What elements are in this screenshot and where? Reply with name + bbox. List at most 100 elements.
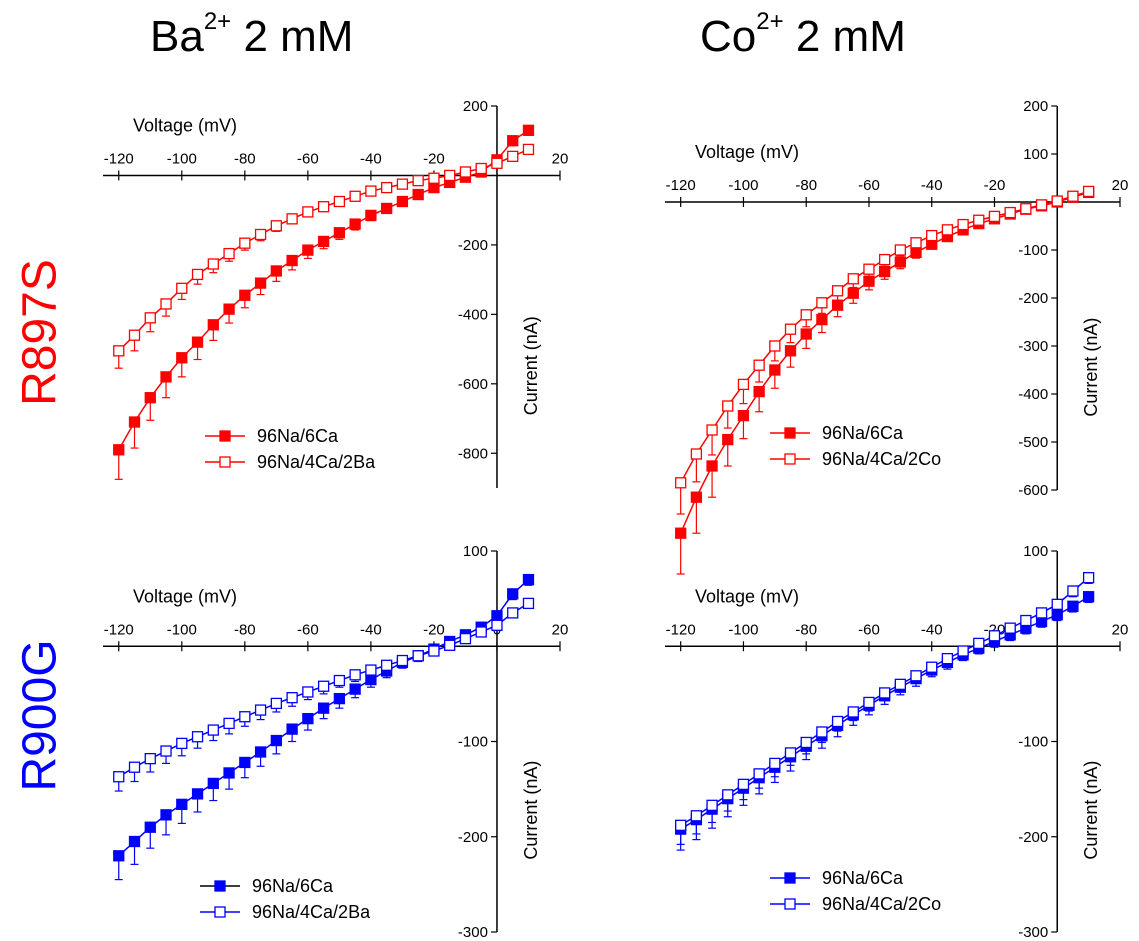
data-point — [706, 460, 718, 472]
data-point — [894, 256, 906, 268]
data-point — [1051, 598, 1063, 610]
legend-label: 96Na/6Ca — [822, 423, 904, 443]
legend-marker — [214, 906, 226, 918]
data-point — [270, 220, 282, 232]
legend-label: 96Na/6Ca — [822, 868, 904, 888]
x-axis-title: Voltage (mV) — [133, 586, 237, 606]
data-point — [522, 573, 535, 586]
data-point — [1035, 607, 1048, 619]
data-point — [753, 385, 765, 398]
x-tick-label: 20 — [1112, 621, 1129, 638]
y-tick-label: -100 — [1018, 734, 1048, 751]
data-point — [286, 213, 298, 225]
data-point — [926, 229, 938, 242]
data-point — [507, 588, 519, 600]
chart-panel-2: -120-100-80-60-40-20020-300-200-100100Vo… — [103, 543, 568, 941]
x-tick-label: 20 — [1112, 177, 1129, 194]
data-point — [973, 214, 985, 226]
data-point — [207, 777, 219, 790]
data-point — [831, 285, 844, 297]
y-tick-label: -300 — [1018, 338, 1048, 355]
data-point — [800, 328, 812, 340]
data-point — [191, 731, 204, 743]
data-point — [381, 202, 393, 215]
x-axis-title: Voltage (mV) — [695, 142, 799, 162]
x-tick-label: -60 — [858, 177, 880, 194]
data-point — [831, 299, 844, 311]
data-point — [459, 632, 472, 645]
data-point — [941, 224, 954, 236]
data-point — [207, 319, 219, 331]
data-point — [863, 696, 875, 709]
data-point — [800, 309, 812, 321]
legend-marker — [784, 453, 796, 465]
data-point — [302, 686, 314, 698]
x-tick-label: -80 — [795, 621, 817, 638]
data-point — [1082, 185, 1095, 198]
x-axis-title: Voltage (mV) — [133, 115, 237, 135]
data-point — [428, 645, 440, 657]
data-point — [349, 669, 361, 681]
data-point — [270, 734, 282, 747]
data-point — [1004, 206, 1016, 219]
y-tick-label: -600 — [1018, 482, 1048, 499]
data-point — [910, 237, 922, 249]
y-tick-label: 200 — [1023, 98, 1048, 115]
y-tick-label: -600 — [458, 376, 488, 393]
y-tick-label: -100 — [458, 734, 488, 751]
y-axis-title: Current (nA) — [521, 316, 541, 415]
data-point — [239, 289, 251, 301]
series-open — [675, 572, 1095, 845]
legend-marker — [219, 430, 231, 442]
data-point — [1004, 622, 1016, 634]
x-tick-label: -80 — [234, 150, 256, 167]
data-point — [396, 654, 409, 667]
x-tick-label: -120 — [104, 621, 134, 638]
legend-label: 96Na/6Ca — [257, 426, 339, 446]
data-point — [286, 254, 298, 267]
data-point — [675, 527, 687, 539]
column-title-co-concentration: 2 mM — [795, 12, 906, 61]
data-point — [1082, 572, 1095, 584]
y-tick-label: 100 — [1023, 146, 1048, 163]
data-point — [722, 433, 734, 446]
data-point — [690, 448, 703, 460]
data-point — [784, 323, 797, 335]
x-tick-label: -40 — [921, 177, 943, 194]
x-tick-label: -20 — [984, 177, 1006, 194]
data-point — [128, 835, 141, 848]
data-point — [113, 444, 125, 456]
x-tick-label: -120 — [666, 621, 696, 638]
data-point — [160, 745, 172, 757]
legend-label: 96Na/6Ca — [252, 876, 334, 896]
x-tick-label: -60 — [858, 621, 880, 638]
data-point — [333, 227, 346, 239]
data-point — [910, 246, 922, 259]
data-point — [207, 724, 219, 736]
x-tick-label: -20 — [423, 150, 445, 167]
data-point — [879, 253, 891, 266]
data-point — [722, 789, 734, 801]
series-open — [675, 185, 1095, 515]
column-title-ba-concentration: 2 mM — [243, 12, 354, 61]
data-point — [302, 244, 314, 256]
data-point — [894, 678, 906, 690]
y-tick-label: -800 — [458, 445, 488, 462]
x-axis-title: Voltage (mV) — [695, 586, 799, 606]
data-point — [302, 206, 314, 218]
x-tick-label: -60 — [297, 621, 319, 638]
data-point — [254, 228, 267, 241]
y-tick-label: 100 — [1023, 543, 1048, 560]
data-point — [737, 778, 750, 791]
data-point — [176, 737, 188, 750]
data-point — [333, 195, 346, 208]
data-point — [128, 761, 141, 773]
legend-label: 96Na/4Ca/2Co — [822, 894, 941, 914]
data-point — [475, 162, 487, 175]
legend-marker — [219, 456, 231, 468]
data-point — [223, 767, 235, 779]
data-point — [863, 263, 875, 275]
data-point — [690, 491, 703, 503]
column-title-co: Co2+ 2 mM — [700, 8, 906, 62]
data-point — [365, 209, 377, 222]
